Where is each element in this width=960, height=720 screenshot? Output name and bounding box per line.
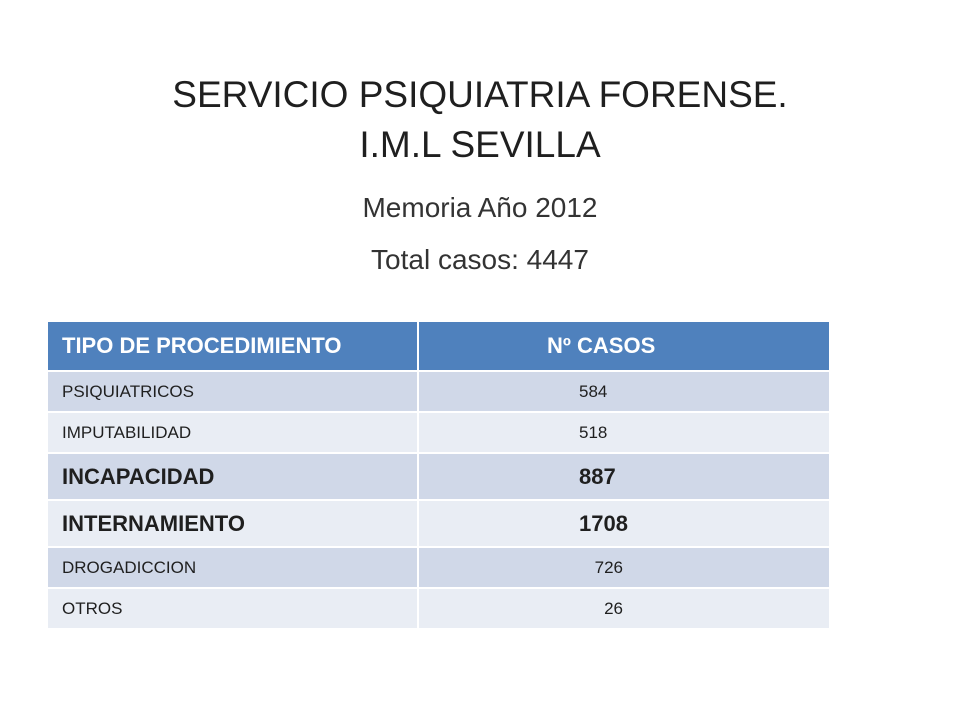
- row-tipo: INCAPACIDAD: [48, 453, 419, 501]
- row-casos: 1708: [418, 500, 831, 548]
- row-tipo: OTROS: [48, 588, 419, 630]
- row-tipo: INTERNAMIENTO: [48, 500, 419, 548]
- total-casos-subtitle: Total casos: 4447: [371, 244, 589, 275]
- header-casos: Nº CASOS: [418, 322, 831, 372]
- memoria-subtitle: Memoria Año 2012: [362, 192, 598, 223]
- table-row: INCAPACIDAD 887: [48, 453, 831, 501]
- table-row: INTERNAMIENTO 1708: [48, 500, 831, 548]
- table-row: OTROS 26: [48, 588, 831, 630]
- row-casos: 26: [604, 598, 623, 618]
- row-casos: 518: [418, 412, 831, 454]
- row-casos: 887: [418, 453, 831, 501]
- row-casos: 726: [594, 557, 623, 577]
- row-tipo: DROGADICCION: [48, 547, 419, 589]
- slide-title: SERVICIO PSIQUIATRIA FORENSE. I.M.L SEVI…: [0, 70, 960, 170]
- table-row: PSIQUIATRICOS 584: [48, 371, 831, 413]
- row-casos: 584: [418, 371, 831, 413]
- table-row: DROGADICCION 726: [48, 547, 831, 589]
- header-tipo: TIPO DE PROCEDIMIENTO: [48, 322, 419, 372]
- row-tipo: IMPUTABILIDAD: [48, 412, 419, 454]
- table-header-row: TIPO DE PROCEDIMIENTO Nº CASOS: [48, 322, 831, 372]
- row-tipo: PSIQUIATRICOS: [48, 371, 419, 413]
- table-row: IMPUTABILIDAD 518: [48, 412, 831, 454]
- slide-title-line1: SERVICIO PSIQUIATRIA FORENSE.: [172, 74, 788, 115]
- slide-title-line2: I.M.L SEVILLA: [359, 124, 601, 165]
- procedures-table: TIPO DE PROCEDIMIENTO Nº CASOS PSIQUIATR…: [48, 322, 831, 630]
